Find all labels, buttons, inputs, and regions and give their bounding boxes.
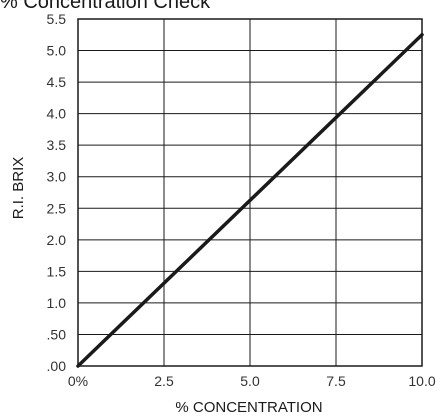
series-line: [76, 33, 424, 368]
x-axis-label: % CONCENTRATION: [175, 399, 322, 416]
chart-title: % Concentration Check: [0, 0, 211, 13]
x-tick-label: 5.0: [240, 373, 260, 389]
x-tick-label: 7.5: [326, 373, 346, 389]
y-tick-label: .50: [47, 326, 67, 342]
y-tick-label: 2.5: [47, 200, 67, 216]
y-tick-label: 5.0: [47, 43, 67, 59]
y-tick-label: 4.5: [47, 74, 67, 90]
grid-layer: [77, 18, 423, 367]
x-tick-label: 2.5: [154, 373, 174, 389]
series-layer: [76, 33, 424, 368]
y-tick-label: 4.0: [47, 106, 67, 122]
x-tick-label: 10.0: [408, 373, 435, 389]
plot-frame: [77, 18, 423, 367]
y-tick-label: .00: [47, 358, 67, 374]
axis-label-layer: % CONCENTRATION R.I. BRIX: [10, 157, 323, 416]
y-tick-label: 1.5: [47, 263, 67, 279]
y-tick-label: 3.0: [47, 169, 67, 185]
x-tick-label: 0%: [68, 373, 88, 389]
y-tick-label: 2.0: [47, 232, 67, 248]
y-axis-label: R.I. BRIX: [10, 157, 27, 220]
y-tick-label: 3.5: [47, 137, 67, 153]
title-layer: % Concentration Check: [0, 0, 211, 13]
y-tick-label: 1.0: [47, 295, 67, 311]
tick-label-layer: .00 .50 1.0 1.5 2.0 2.5 3.0 3.5 4.0 4.5 5.0 5.5 0% 2.…: [47, 11, 436, 389]
y-tick-label: 5.5: [47, 11, 67, 27]
